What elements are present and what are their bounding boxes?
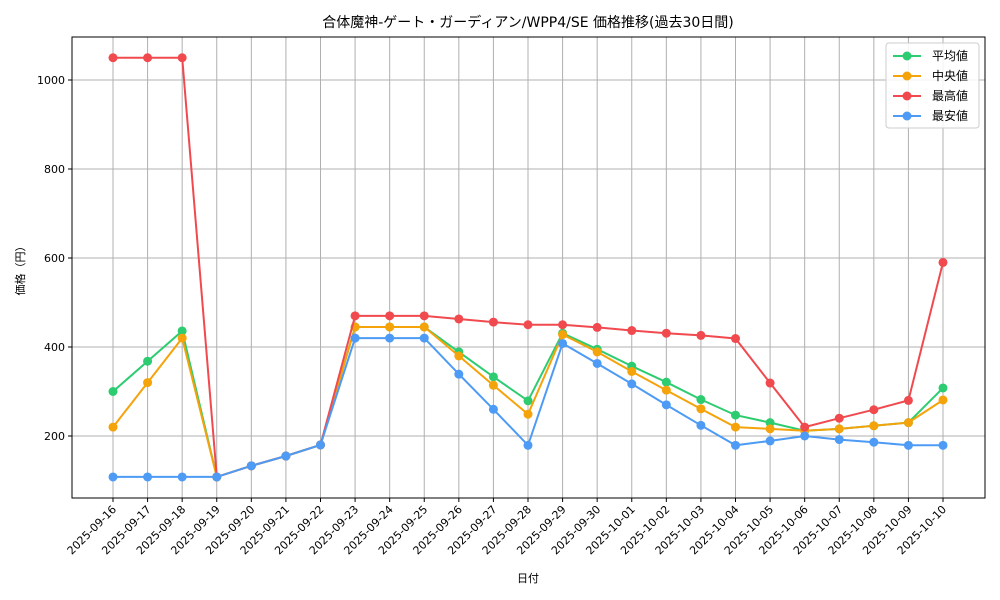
legend-label: 平均値 [932, 48, 968, 63]
chart-title: 合体魔神-ゲート・ガーディアン/WPP4/SE 価格推移(過去30日間) [322, 14, 734, 31]
data-point [523, 440, 533, 450]
x-axis-ticks: 2025-09-162025-09-172025-09-182025-09-19… [65, 498, 949, 557]
y-tick-label: 1000 [37, 74, 65, 87]
y-tick-label: 400 [44, 341, 65, 354]
data-point [558, 320, 568, 330]
data-point [212, 472, 222, 482]
data-point [177, 472, 187, 482]
data-point [454, 314, 464, 324]
data-point [454, 369, 464, 379]
data-point [696, 330, 706, 340]
data-point [938, 440, 948, 450]
data-point [488, 380, 498, 390]
data-point [627, 366, 637, 376]
data-point [143, 378, 153, 388]
data-point [869, 437, 879, 447]
data-point [731, 422, 740, 432]
data-series [108, 53, 948, 482]
data-point [661, 328, 671, 338]
y-tick-label: 200 [44, 430, 65, 443]
data-point [523, 409, 533, 419]
data-point [385, 311, 395, 321]
data-point [869, 421, 879, 431]
data-point [938, 395, 948, 405]
data-point [523, 396, 533, 406]
data-point [177, 326, 187, 336]
data-point [558, 338, 568, 348]
y-tick-label: 800 [44, 163, 65, 176]
data-point [419, 333, 429, 343]
data-point [488, 404, 498, 414]
data-point [350, 333, 360, 343]
data-point [869, 405, 879, 415]
data-point [281, 451, 291, 461]
data-point [385, 333, 395, 343]
legend-marker-icon [902, 71, 912, 81]
data-point [765, 418, 775, 428]
data-point [731, 440, 740, 450]
legend-label: 中央値 [932, 68, 968, 83]
data-point [834, 435, 844, 445]
data-point [108, 53, 118, 63]
data-point [419, 322, 429, 332]
data-point [419, 311, 429, 321]
data-point [938, 257, 948, 267]
series-line [108, 333, 948, 482]
data-point [108, 422, 118, 432]
legend-marker-icon [902, 111, 912, 121]
data-point [938, 383, 948, 393]
data-point [765, 436, 775, 446]
data-point [627, 379, 637, 389]
data-point [350, 311, 360, 321]
data-point [903, 395, 913, 405]
data-point [834, 413, 844, 423]
legend-marker-icon [902, 51, 912, 61]
y-axis-ticks: 200 400 600 800 1000 [37, 74, 72, 443]
data-point [488, 317, 498, 327]
data-point [800, 422, 810, 432]
data-point [834, 424, 844, 434]
data-point [696, 420, 706, 430]
data-point [454, 351, 464, 361]
data-point [731, 334, 740, 344]
data-point [177, 333, 187, 343]
data-point [143, 356, 153, 366]
data-point [903, 440, 913, 450]
data-point [143, 472, 153, 482]
data-point [765, 424, 775, 434]
data-point [661, 377, 671, 387]
legend-marker-icon [902, 91, 912, 101]
data-point [316, 440, 325, 450]
data-point [523, 320, 533, 330]
x-axis-label: 日付 [517, 572, 539, 585]
data-point [731, 410, 740, 420]
data-point [108, 472, 118, 482]
data-point [592, 358, 602, 368]
data-point [177, 53, 187, 63]
legend-label: 最高値 [932, 88, 968, 103]
legend-label: 最安値 [932, 108, 968, 123]
data-point [696, 395, 706, 405]
data-point [592, 347, 602, 357]
data-point [627, 326, 637, 336]
data-point [696, 404, 706, 414]
data-point [800, 431, 810, 441]
y-tick-label: 600 [44, 252, 65, 265]
data-point [246, 461, 256, 471]
data-point [385, 322, 395, 332]
data-point [661, 385, 671, 395]
legend-box [885, 42, 980, 129]
data-point [903, 418, 913, 428]
data-point [558, 330, 568, 340]
data-point [143, 53, 153, 63]
data-point [592, 322, 602, 332]
data-point [661, 400, 671, 410]
data-point [488, 372, 498, 382]
y-axis-label: 価格（円） [13, 241, 27, 296]
data-point [765, 378, 775, 388]
data-point [108, 387, 118, 396]
